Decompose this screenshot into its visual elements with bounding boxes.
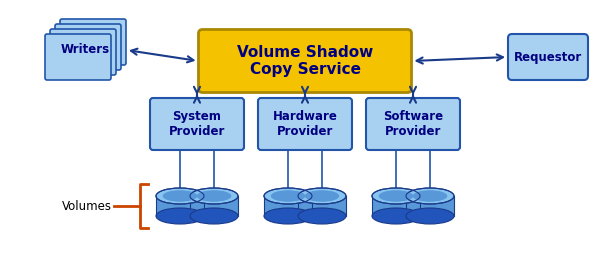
Ellipse shape [197, 190, 232, 202]
FancyBboxPatch shape [150, 98, 244, 150]
Ellipse shape [298, 188, 346, 204]
Ellipse shape [406, 208, 454, 224]
Text: Volume Shadow
Copy Service: Volume Shadow Copy Service [237, 45, 373, 77]
FancyBboxPatch shape [55, 24, 121, 70]
FancyBboxPatch shape [366, 98, 460, 150]
Ellipse shape [406, 188, 454, 204]
Text: Hardware
Provider: Hardware Provider [273, 110, 337, 138]
Ellipse shape [190, 188, 238, 204]
Ellipse shape [156, 188, 204, 204]
FancyBboxPatch shape [50, 29, 116, 75]
Ellipse shape [264, 208, 312, 224]
Ellipse shape [190, 208, 238, 224]
Bar [298, 196, 346, 216]
Text: System
Provider: System Provider [169, 110, 225, 138]
Bar [264, 196, 312, 216]
Ellipse shape [372, 188, 420, 204]
Ellipse shape [298, 208, 346, 224]
FancyBboxPatch shape [45, 34, 111, 80]
Ellipse shape [271, 190, 306, 202]
Ellipse shape [163, 190, 197, 202]
Bar [190, 196, 238, 216]
Bar [156, 196, 204, 216]
Ellipse shape [156, 208, 204, 224]
Bar [372, 196, 420, 216]
Ellipse shape [264, 188, 312, 204]
FancyBboxPatch shape [508, 34, 588, 80]
FancyBboxPatch shape [60, 19, 126, 65]
Ellipse shape [412, 190, 447, 202]
Ellipse shape [305, 190, 339, 202]
Bar [406, 196, 454, 216]
Text: Software
Provider: Software Provider [383, 110, 443, 138]
FancyBboxPatch shape [258, 98, 352, 150]
FancyBboxPatch shape [199, 29, 411, 92]
Text: Requestor: Requestor [514, 50, 582, 63]
Text: Volumes: Volumes [62, 199, 112, 212]
Ellipse shape [372, 208, 420, 224]
Ellipse shape [379, 190, 413, 202]
Text: Writers: Writers [61, 43, 110, 56]
